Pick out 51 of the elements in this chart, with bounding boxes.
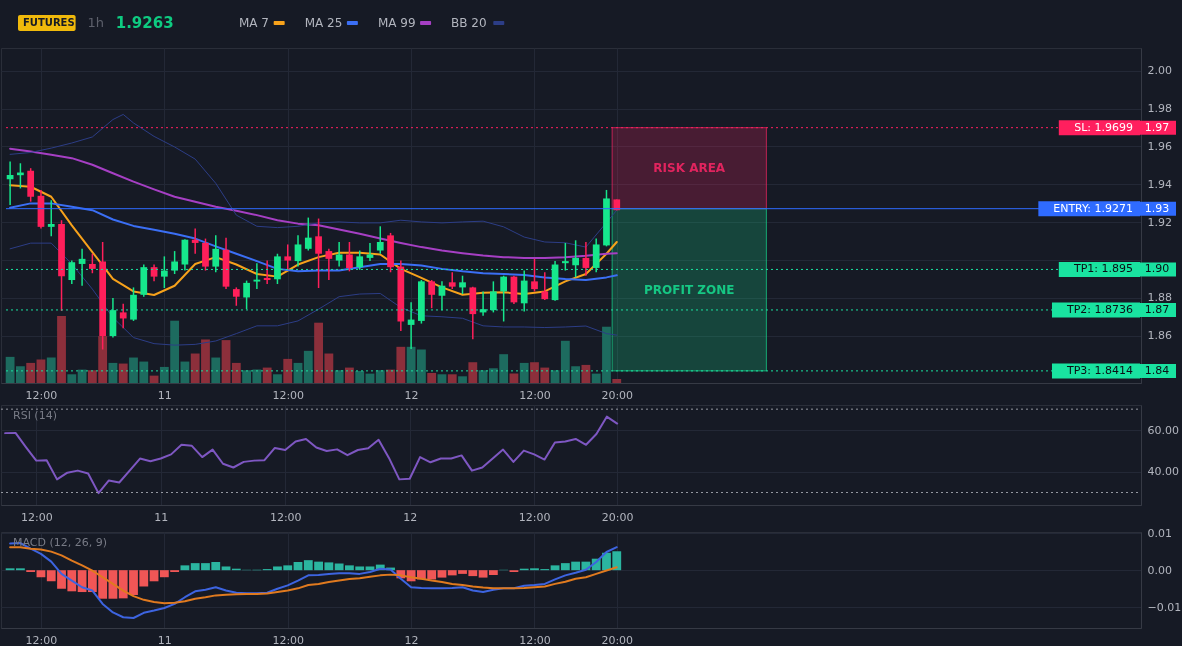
- y-tick-label: 0.01: [1147, 526, 1172, 540]
- y-tick-label: 1.98: [1147, 102, 1172, 116]
- x-tick-label: 12:00: [20, 510, 53, 524]
- legend-label: MA 7: [238, 16, 269, 30]
- ref-line-label: TP3: 1.8414: [1065, 363, 1133, 377]
- y-tick-label: 2.00: [1147, 64, 1172, 78]
- x-tick-label: 12:00: [25, 633, 58, 647]
- y-tick-label: 0.00: [1147, 563, 1172, 577]
- annotation: 1.97: [1144, 120, 1170, 134]
- chart-title: MACD (12, 26, 9): [13, 536, 108, 549]
- y-tick-label: −0.01: [1147, 600, 1182, 614]
- x-tick-label: 20:00: [601, 510, 634, 524]
- x-tick-label: 11: [157, 633, 172, 647]
- annotation: 1.93: [1144, 201, 1170, 215]
- legend-label: BB 20: [451, 16, 487, 30]
- text: FUTURES: [23, 17, 75, 28]
- ref-line-label: TP1: 1.895: [1072, 262, 1133, 276]
- ref-line-label: TP2: 1.8736: [1065, 302, 1133, 316]
- x-tick-label: 12:00: [25, 388, 58, 402]
- x-tick-label: 12:00: [519, 633, 551, 647]
- y-tick-label: 1.92: [1147, 215, 1172, 229]
- ref-line-label: SL: 1.9699: [1074, 120, 1133, 134]
- x-tick-label: 12:00: [269, 510, 302, 524]
- y-tick-label: 1.86: [1147, 329, 1172, 343]
- legend-label: MA 99: [377, 16, 416, 30]
- x-tick-label: 20:00: [601, 633, 634, 647]
- y-tick-label: 40.00: [1147, 465, 1179, 479]
- x-tick-label: 20:00: [601, 388, 634, 402]
- ref-line-label: ENTRY: 1.9271: [1053, 201, 1133, 215]
- y-tick-label: 1.88: [1147, 291, 1172, 305]
- chart-title: RSI (14): [13, 409, 57, 422]
- x-tick-label: 12:00: [272, 633, 305, 647]
- x-tick-label: 12:00: [272, 388, 305, 402]
- y-tick-label: 1.94: [1147, 177, 1172, 191]
- x-tick-label: 12: [404, 388, 419, 402]
- y-tick-label: 1.96: [1147, 139, 1172, 153]
- x-tick-label: 12:00: [519, 388, 551, 402]
- band-label: RISK AREA: [653, 161, 726, 176]
- x-tick-label: 11: [157, 388, 172, 402]
- annotation: 1.90: [1144, 262, 1170, 276]
- legend-label: MA 25: [304, 16, 343, 30]
- text: 1h: [87, 15, 105, 30]
- x-tick-label: 12: [404, 633, 419, 647]
- annotation: 1.84: [1144, 363, 1170, 377]
- x-tick-label: 12:00: [518, 510, 551, 524]
- text: 1.9263: [115, 14, 174, 32]
- x-tick-label: 12: [403, 510, 418, 524]
- x-tick-label: 11: [154, 510, 169, 524]
- band-label: PROFIT ZONE: [644, 282, 735, 297]
- y-tick-label: 60.00: [1147, 423, 1179, 437]
- annotation: 1.87: [1144, 302, 1170, 316]
